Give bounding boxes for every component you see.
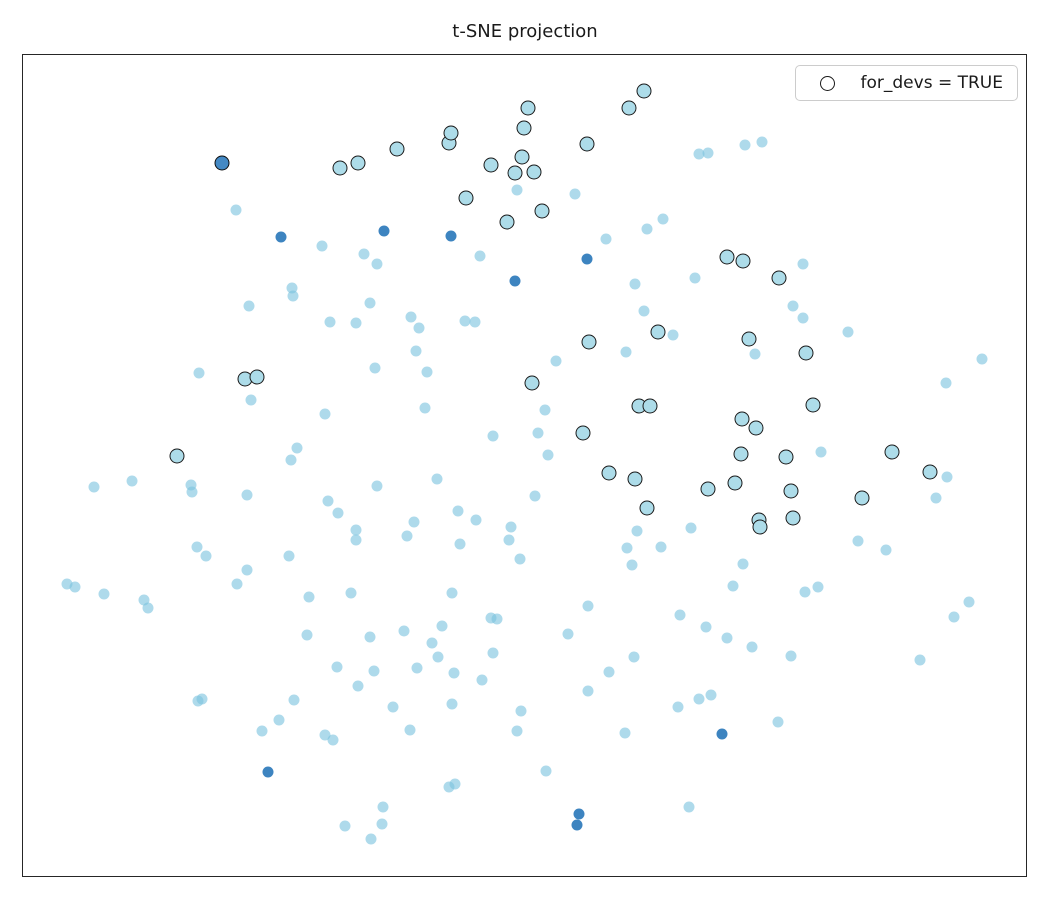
- legend-box: for_devs = TRUE: [794, 65, 1018, 101]
- chart-title: t-SNE projection: [452, 21, 598, 42]
- plot-area: for_devs = TRUE: [22, 54, 1027, 877]
- legend-label: for_devs = TRUE: [860, 73, 1003, 93]
- open-circle-icon: [819, 75, 835, 91]
